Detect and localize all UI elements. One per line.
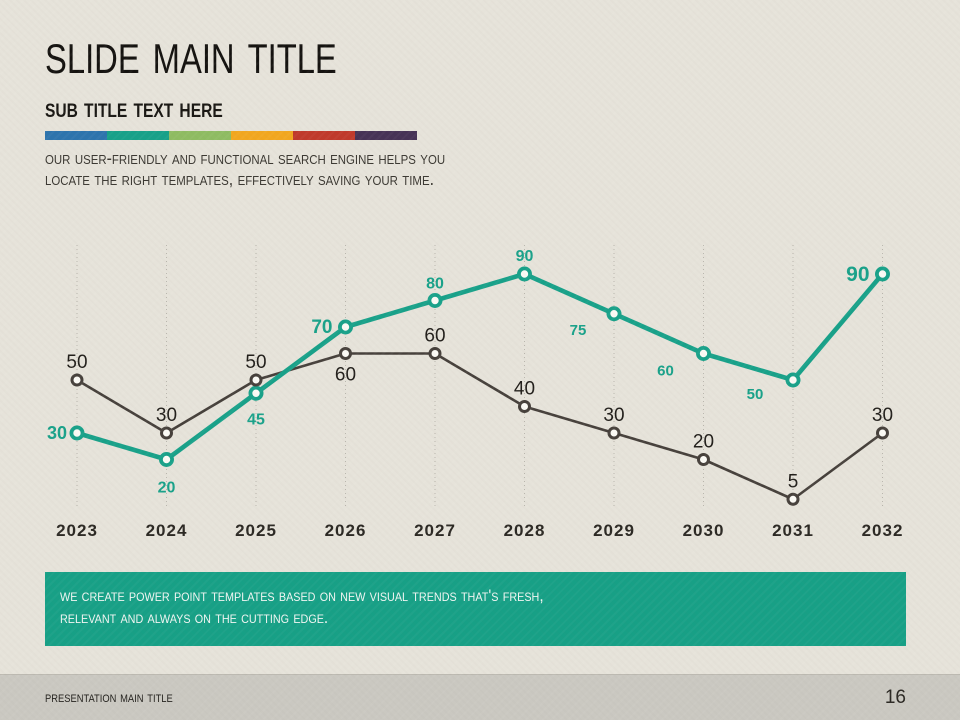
color-stripe [45,131,417,140]
x-axis-label: 2031 [772,521,814,540]
dark-series-marker [339,347,352,360]
dark-series-marker [428,347,442,360]
teal-series-marker [696,346,712,362]
teal-series-marker [158,451,174,467]
dark-series-data-label: 40 [514,379,535,400]
stripe-segment-1 [107,131,169,140]
line-chart-svg: 2023 2024 2025 2026 2027 2028 2029 2030 2031 2032… [47,245,904,540]
teal-series-data-label: 30 [47,423,67,443]
teal-series-data-label: 80 [426,276,444,293]
x-axis-label: 2032 [862,521,904,540]
stripe-segment-4 [293,131,355,140]
x-axis-label: 2029 [593,521,635,540]
stripe-segment-3 [231,131,293,140]
dark-series-marker [70,373,84,387]
teal-series-marker [875,266,891,282]
teal-series-data-label: 90 [516,248,534,265]
dark-series-data-label: 20 [693,432,714,453]
dark-series-data-label: 30 [603,405,624,426]
banner-callout: We create power point templates based on… [45,572,906,646]
page-number: 16 [884,686,906,708]
teal-series-marker [69,425,85,441]
teal-series-marker [337,319,353,335]
teal-series-marker [606,306,622,322]
x-axis-label: 2027 [414,521,456,540]
dark-series-line [75,352,884,501]
teal-series-marker [517,266,533,282]
teal-series-data-label: 20 [158,480,176,497]
slide-subtitle: Sub Title Text Here [45,93,223,123]
teal-series-data-label: 90 [846,263,869,286]
teal-series-data-label: 75 [570,322,587,339]
intro-text: Our user-friendly and functional search … [45,148,445,190]
intro-line-1: Our user-friendly and functional search … [45,148,446,168]
teal-series-marker [248,385,264,401]
dark-series-marker [876,426,889,440]
dark-series-marker [607,426,621,440]
x-axis-label: 2026 [325,521,367,540]
dark-series-data-label: 50 [245,352,266,373]
dark-series-data-label: 30 [872,405,893,426]
footer-title: Presentation Main Title [45,688,173,706]
dark-series-data-label: 30 [156,405,177,426]
dark-series-marker [249,373,263,387]
banner-line-1: We create power point templates based on… [60,586,544,605]
teal-series-data-label: 60 [657,363,674,380]
banner-line-2: relevant and always on the cutting edge. [60,608,329,627]
dark-series-marker [697,453,710,466]
x-axis-label: 2028 [504,521,546,540]
teal-series-data-label: 70 [311,317,332,338]
dark-series-marker [160,426,173,440]
teal-series-data-label: 50 [747,386,764,403]
footer: Presentation Main Title 16 [0,674,960,720]
stripe-segment-5 [355,131,417,140]
dark-series-marker [518,400,531,413]
stripe-segment-0 [45,131,107,140]
dark-series-marker [786,492,800,506]
dark-series-data-label: 50 [66,352,87,373]
dark-series-data-label: 60 [335,365,356,386]
teal-series-line [74,271,885,462]
line-chart: 2023 2024 2025 2026 2027 2028 2029 2030 2031 2032… [0,230,960,550]
stripe-segment-2 [169,131,231,140]
dark-series-data-label: 60 [424,326,445,347]
slide-title: Slide Main Title [45,19,337,86]
x-axis-label: 2024 [146,521,188,540]
teal-series-marker [427,293,443,309]
x-axis-label: 2023 [56,521,98,540]
x-axis-label: 2025 [235,521,277,540]
teal-series-marker [785,372,801,388]
intro-line-2: locate the right templates, effectively … [45,169,435,189]
teal-series-data-label: 45 [247,411,265,428]
dark-series-data-label: 5 [788,471,799,492]
x-axis-label: 2030 [683,521,725,540]
